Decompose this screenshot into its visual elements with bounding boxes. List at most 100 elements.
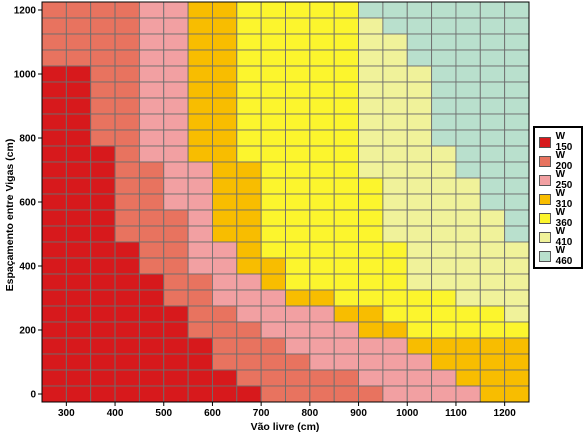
- heatmap-cell: [187, 369, 213, 387]
- heatmap-cell: [187, 257, 213, 275]
- heatmap-cell: [479, 65, 506, 83]
- x-tick-label: 1100: [445, 408, 467, 419]
- heatmap-cell: [236, 33, 262, 51]
- heatmap-cell: [504, 65, 530, 83]
- heatmap-cell: [382, 257, 408, 275]
- heatmap-cell: [211, 225, 238, 243]
- heatmap-cell: [285, 113, 311, 131]
- heatmap-cell: [138, 113, 165, 131]
- heatmap-cell: [479, 337, 506, 355]
- heatmap-cell: [163, 193, 189, 211]
- heatmap-cell: [382, 81, 408, 99]
- legend-swatch-w410: [539, 231, 551, 243]
- heatmap-cell: [406, 369, 433, 387]
- legend-label-w150: W 150: [555, 131, 573, 153]
- heatmap-cell: [236, 289, 262, 307]
- heatmap-cell: [431, 369, 457, 387]
- heatmap-cell: [90, 273, 116, 291]
- heatmap-cell: [236, 161, 262, 179]
- heatmap-cell: [41, 209, 67, 227]
- heatmap-cell: [138, 97, 165, 115]
- legend-item-w460: W 460: [539, 245, 581, 267]
- heatmap-cell: [333, 241, 360, 259]
- heatmap-cell: [65, 209, 92, 227]
- heatmap-cell: [65, 289, 92, 307]
- heatmap-cell: [479, 273, 506, 291]
- heatmap-cell: [236, 353, 262, 371]
- heatmap-cell: [504, 161, 530, 179]
- heatmap-cell: [309, 161, 335, 179]
- legend-item-w250: W 250: [539, 169, 581, 191]
- heatmap-cell: [90, 337, 116, 355]
- heatmap-cell: [114, 17, 140, 35]
- heatmap-cell: [285, 289, 311, 307]
- heatmap-cell: [90, 369, 116, 387]
- heatmap-cell: [479, 305, 506, 323]
- heatmap-cell: [90, 97, 116, 115]
- heatmap-cell: [138, 145, 165, 163]
- heatmap-cell: [382, 209, 408, 227]
- heatmap-cell: [163, 241, 189, 259]
- heatmap-cell: [455, 305, 481, 323]
- heatmap-cell: [431, 193, 457, 211]
- heatmap-cell: [431, 97, 457, 115]
- heatmap-cell: [358, 209, 384, 227]
- heatmap-cell: [65, 129, 92, 147]
- heatmap-cell: [333, 193, 360, 211]
- heatmap-cell: [90, 257, 116, 275]
- heatmap-cell: [114, 257, 140, 275]
- heatmap-cell: [382, 337, 408, 355]
- heatmap-cell: [285, 129, 311, 147]
- heatmap-cell: [187, 209, 213, 227]
- heatmap-cell: [382, 161, 408, 179]
- heatmap-cell: [65, 273, 92, 291]
- heatmap-cell: [90, 49, 116, 67]
- heatmap-cell: [90, 353, 116, 371]
- heatmap-cell: [187, 193, 213, 211]
- heatmap-cell: [455, 49, 481, 67]
- axes-layer: 300 400 500 600 700 800 900 1000 1100 1200 0 200 400…: [14, 1, 530, 419]
- heatmap-cell: [358, 65, 384, 83]
- heatmap-cell: [406, 1, 433, 19]
- heatmap-cell: [41, 289, 67, 307]
- heatmap-cell: [114, 337, 140, 355]
- heatmap-cell: [41, 129, 67, 147]
- heatmap-cell: [90, 81, 116, 99]
- heatmap-cell: [236, 337, 262, 355]
- heatmap-cell: [333, 33, 360, 51]
- heatmap-cell: [504, 353, 530, 371]
- cells-layer: [41, 1, 530, 403]
- heatmap-cell: [309, 337, 335, 355]
- heatmap-cell: [504, 337, 530, 355]
- heatmap-cell: [65, 49, 92, 67]
- heatmap-cell: [211, 49, 238, 67]
- heatmap-cell: [163, 33, 189, 51]
- heatmap-cell: [455, 209, 481, 227]
- heatmap-cell: [65, 161, 92, 179]
- heatmap-cell: [285, 241, 311, 259]
- heatmap-cell: [260, 369, 286, 387]
- legend-label-w200: W 200: [555, 150, 573, 172]
- heatmap-cell: [333, 17, 360, 35]
- heatmap-cell: [41, 369, 67, 387]
- heatmap-cell: [479, 49, 506, 67]
- heatmap-cell: [406, 49, 433, 67]
- heatmap-cell: [431, 177, 457, 195]
- heatmap-cell: [504, 321, 530, 339]
- heatmap-cell: [65, 225, 92, 243]
- heatmap-cell: [504, 177, 530, 195]
- heatmap-cell: [406, 289, 433, 307]
- heatmap-cell: [65, 385, 92, 403]
- heatmap-cell: [138, 321, 165, 339]
- heatmap-cell: [504, 1, 530, 19]
- heatmap-cell: [333, 385, 360, 403]
- heatmap-cell: [260, 257, 286, 275]
- heatmap-cell: [431, 33, 457, 51]
- heatmap-cell: [382, 241, 408, 259]
- heatmap-cell: [211, 33, 238, 51]
- heatmap-cell: [41, 241, 67, 259]
- heatmap-cell: [382, 49, 408, 67]
- heatmap-cell: [65, 97, 92, 115]
- heatmap-cell: [406, 177, 433, 195]
